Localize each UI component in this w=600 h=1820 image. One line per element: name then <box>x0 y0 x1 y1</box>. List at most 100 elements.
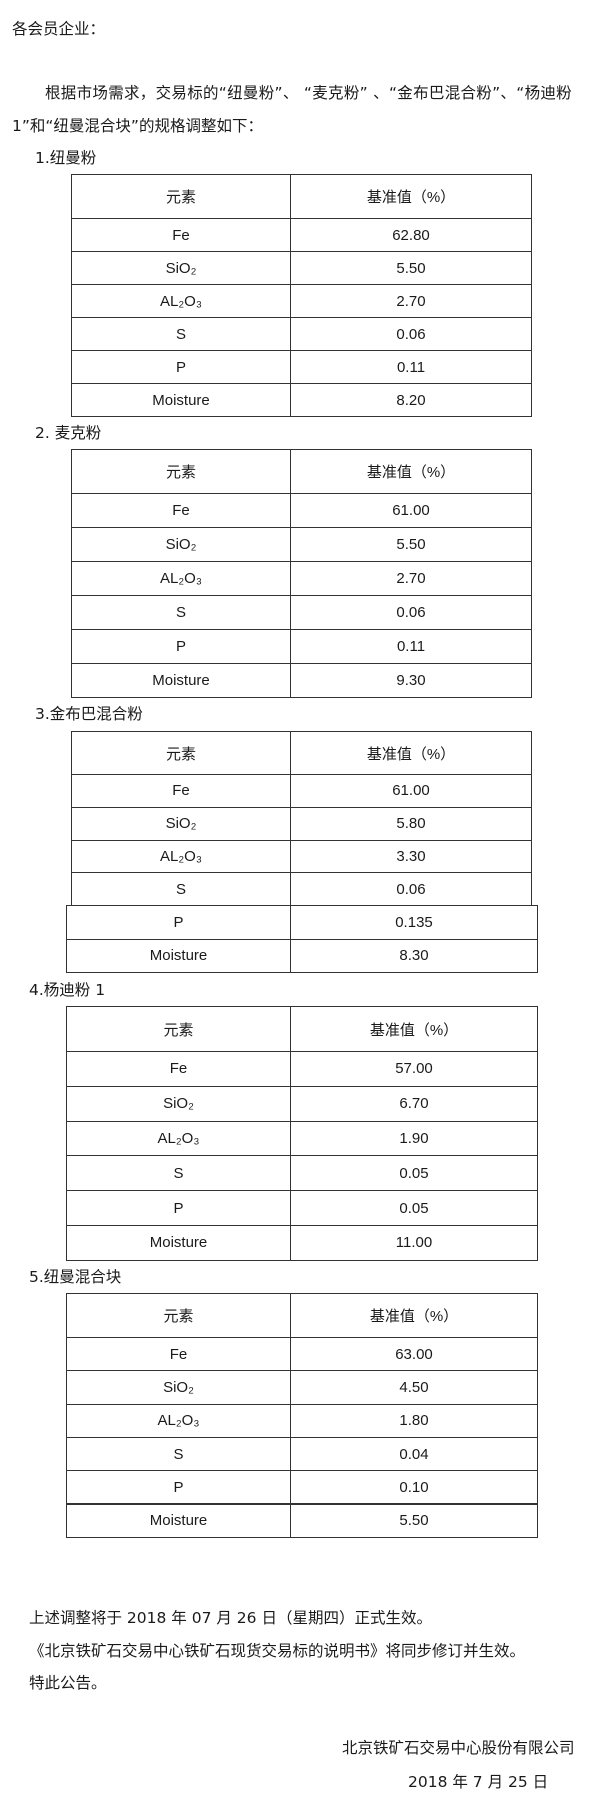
element-cell: AL₂O₃ <box>160 570 202 587</box>
element-cell: AL₂O₃ <box>160 847 202 865</box>
table-row: Fe 62.80 <box>71 218 532 252</box>
element-cell: Fe <box>172 782 190 800</box>
value-cell: 5.80 <box>290 807 531 840</box>
element-cell: 元素 <box>165 464 196 481</box>
table-row: Fe 63.00 <box>66 1337 538 1372</box>
table-row: Moisture 5.50 <box>66 1503 538 1538</box>
table-row: S 0.06 <box>71 872 532 906</box>
value-cell: 0.05 <box>290 1156 537 1191</box>
value-cell: 0.11 <box>290 630 531 663</box>
element-cell: AL₂O₃ <box>160 292 202 310</box>
value-cell: 1.90 <box>290 1121 537 1156</box>
table-row: Moisture 8.30 <box>66 938 538 973</box>
value-cell: 0.10 <box>290 1471 537 1504</box>
value-cell: 2.70 <box>290 285 531 317</box>
table-row: P 0.05 <box>66 1190 538 1226</box>
value-cell: 61.00 <box>290 494 531 527</box>
table-row: P 0.11 <box>71 629 532 664</box>
table-row: AL₂O₃ 1.90 <box>66 1120 538 1157</box>
value-cell: 5.50 <box>290 252 531 284</box>
section-title: 2. 麦克粉 <box>35 424 102 442</box>
table-row: Moisture 9.30 <box>71 663 532 698</box>
intro-line-1: 根据市场需求，交易标的“纽曼粉”、 “麦克粉” 、“金布巴混合粉”、“杨迪粉 <box>45 84 572 102</box>
element-cell: P <box>173 1478 184 1496</box>
value-cell: 6.70 <box>290 1086 537 1121</box>
table-row: Fe 61.00 <box>71 774 532 808</box>
element-cell: S <box>175 604 186 621</box>
element-cell: P <box>173 1199 184 1217</box>
table-row: SiO₂ 5.50 <box>71 251 532 285</box>
value-cell: 0.06 <box>290 596 531 629</box>
element-cell: AL₂O₃ <box>157 1129 200 1147</box>
closing-line-3: 特此公告。 <box>29 1674 107 1692</box>
signature-date: 2018 年 7 月 25 日 <box>408 1773 549 1791</box>
table-row: SiO₂ 4.50 <box>66 1370 538 1405</box>
table-row: AL₂O₃ 1.80 <box>66 1403 538 1438</box>
table-row: AL₂O₃ 3.30 <box>71 839 532 874</box>
element-cell: S <box>173 1445 184 1463</box>
value-cell: 61.00 <box>290 775 531 807</box>
element-cell: S <box>175 880 186 898</box>
element-cell: P <box>175 638 186 655</box>
table-row: S 0.06 <box>71 317 532 351</box>
value-cell: 9.30 <box>290 664 531 697</box>
element-cell: SiO₂ <box>165 536 197 553</box>
table-row: S 0.04 <box>66 1436 538 1472</box>
element-cell: SiO₂ <box>163 1095 194 1113</box>
section-title: 1.纽曼粉 <box>35 149 97 167</box>
element-cell: Moisture <box>149 947 208 965</box>
value-cell: 5.50 <box>290 528 531 561</box>
table-header-row: 元素 基准值（%） <box>71 449 532 494</box>
value-cell: 0.04 <box>290 1437 537 1471</box>
table-row: SiO₂ 6.70 <box>66 1085 538 1122</box>
value-cell: 4.50 <box>290 1371 537 1404</box>
table-row: S 0.05 <box>66 1155 538 1192</box>
value-cell: 8.30 <box>290 939 537 972</box>
table-row: P 0.11 <box>71 350 532 384</box>
value-cell: 0.05 <box>290 1191 537 1225</box>
element-cell: Fe <box>169 1060 188 1078</box>
value-cell: 基准值（%） <box>290 732 531 774</box>
element-cell: Fe <box>172 226 190 244</box>
value-cell: 基准值（%） <box>290 450 531 493</box>
element-cell: 元素 <box>165 189 196 206</box>
table-header-row: 元素 基准值（%） <box>66 1293 538 1338</box>
table-row: AL₂O₃ 2.70 <box>71 561 532 596</box>
table-row: Fe 57.00 <box>66 1051 538 1087</box>
element-cell: Moisture <box>152 672 210 689</box>
value-cell: 0.135 <box>290 906 537 939</box>
value-cell: 1.80 <box>290 1404 537 1437</box>
table-row: SiO₂ 5.80 <box>71 806 532 841</box>
element-cell: AL₂O₃ <box>157 1412 200 1430</box>
value-cell: 基准值（%） <box>290 1294 537 1337</box>
salutation: 各会员企业： <box>12 20 106 38</box>
element-cell: 元素 <box>163 1021 194 1039</box>
element-cell: Fe <box>172 502 190 519</box>
value-cell: 57.00 <box>290 1052 537 1086</box>
closing-line-2: 《北京铁矿石交易中心铁矿石现货交易标的说明书》将同步修订并生效。 <box>29 1642 526 1660</box>
table-header-row: 元素 基准值（%） <box>71 731 532 775</box>
value-cell: 0.11 <box>290 351 531 383</box>
table-row: S 0.06 <box>71 595 532 630</box>
value-cell: 基准值（%） <box>290 175 531 218</box>
table-header-row: 元素 基准值（%） <box>71 174 532 219</box>
value-cell: 0.06 <box>290 318 531 350</box>
section-title: 4.杨迪粉 1 <box>29 981 106 999</box>
element-cell: 元素 <box>163 1308 194 1325</box>
value-cell: 基准值（%） <box>290 1007 537 1051</box>
element-cell: Moisture <box>149 1512 208 1530</box>
value-cell: 0.06 <box>290 873 531 905</box>
table-row: Fe 61.00 <box>71 493 532 528</box>
element-cell: S <box>173 1164 184 1182</box>
table-header-row: 元素 基准值（%） <box>66 1006 538 1052</box>
value-cell: 11.00 <box>290 1226 537 1260</box>
element-cell: Moisture <box>152 391 210 409</box>
element-cell: SiO₂ <box>163 1378 194 1396</box>
intro-line-2: 1”和“纽曼混合块”的规格调整如下： <box>12 117 263 135</box>
section-title: 3.金布巴混合粉 <box>35 705 143 723</box>
signature-company: 北京铁矿石交易中心股份有限公司 <box>342 1739 575 1757</box>
element-cell: P <box>173 913 184 931</box>
element-cell: 元素 <box>165 745 196 763</box>
element-cell: SiO₂ <box>165 815 197 833</box>
table-row: P 0.10 <box>66 1470 538 1505</box>
